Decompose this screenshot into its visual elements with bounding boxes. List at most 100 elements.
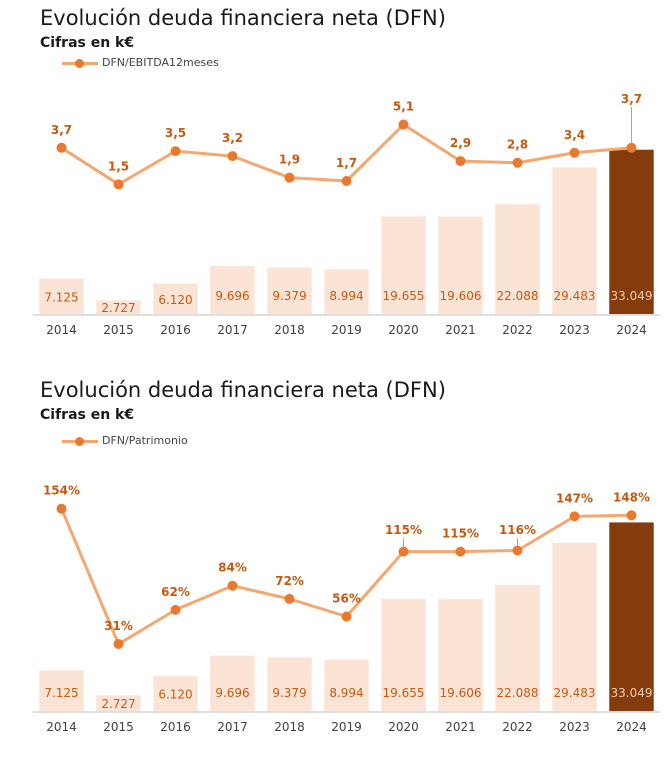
- bar-label-2022: 22.088: [497, 289, 539, 303]
- line-point-2021: [455, 546, 466, 557]
- chart-svg: 7.125 2.727 6.120 9.696 9.379 8.994 19.655 19.6…: [33, 484, 660, 734]
- line-label-2024: 148%: [613, 490, 650, 504]
- x-tick-label-2014: 2014: [46, 720, 77, 734]
- bar-2024: [609, 149, 654, 314]
- x-tick-label-2019: 2019: [331, 720, 362, 734]
- x-tick-label-2017: 2017: [217, 323, 248, 337]
- bar-label-2020: 19.655: [383, 686, 425, 700]
- line-label-2022: 116%: [499, 523, 536, 537]
- x-tick-label-2019: 2019: [331, 323, 362, 337]
- line-point-2018: [284, 172, 295, 183]
- x-tick-label-2015: 2015: [103, 720, 134, 734]
- chart-title: Evolución deuda financiera neta (DFN): [40, 378, 446, 402]
- chart-panel-patrimonio: Evolución deuda financiera neta (DFN) Ci…: [0, 372, 668, 759]
- bar-2019: [324, 269, 369, 314]
- x-tick-label-2018: 2018: [274, 720, 305, 734]
- bar-2022: [495, 204, 540, 314]
- line-label-2017: 84%: [218, 561, 247, 575]
- line-point-2022: [512, 157, 523, 168]
- bar-2021: [438, 216, 483, 314]
- line-label-2020: 5,1: [393, 100, 414, 114]
- x-tick-label-2020: 2020: [388, 323, 419, 337]
- bar-label-2021: 19.606: [440, 686, 482, 700]
- x-tick-label-2024: 2024: [616, 323, 647, 337]
- line-label-2021: 115%: [442, 527, 479, 541]
- line-point-2015: [113, 639, 124, 649]
- bar-label-2016: 6.120: [158, 688, 192, 702]
- bar-label-2017: 9.696: [215, 289, 249, 303]
- chart-subtitle: Cifras en k€: [40, 407, 135, 423]
- line-point-2016: [170, 146, 181, 157]
- line-point-2021: [455, 156, 466, 167]
- legend: DFN/EBITDA12meses: [62, 56, 219, 69]
- x-tick-label-2024: 2024: [616, 720, 647, 734]
- bar-label-2021: 19.606: [440, 289, 482, 303]
- legend-label: DFN/Patrimonio: [102, 434, 188, 447]
- bar-2017: [210, 655, 255, 711]
- bar-2014: [39, 670, 84, 711]
- line-label-2023: 147%: [556, 491, 593, 505]
- line-label-2015: 1,5: [108, 159, 129, 173]
- line-label-2020: 115%: [385, 523, 422, 537]
- legend-line-marker-icon: [62, 57, 98, 69]
- bar-label-2022: 22.088: [497, 686, 539, 700]
- bar-2020: [381, 216, 426, 314]
- bar-label-2015: 2.727: [101, 697, 135, 711]
- line-point-2024: [626, 142, 637, 153]
- line-series-DFN/Patrimonio: [60, 508, 632, 646]
- line-series-DFN/EBITDA12meses: [60, 123, 632, 186]
- x-tick-label-2021: 2021: [445, 323, 476, 337]
- line-point-2020: [398, 119, 409, 130]
- line-label-2017: 3,2: [222, 131, 243, 145]
- line-label-2019: 1,7: [336, 156, 357, 170]
- bar-label-2023: 29.483: [554, 289, 596, 303]
- bar-2016: [153, 283, 198, 314]
- legend-line-marker-icon: [62, 435, 98, 447]
- chart-subtitle: Cifras en k€: [40, 35, 135, 51]
- chart-svg: 7.125 2.727 6.120 9.696 9.379 8.994 19.655 19.6…: [33, 92, 660, 337]
- bar-label-2016: 6.120: [158, 293, 192, 307]
- line-point-2022: [512, 545, 523, 556]
- bar-2017: [210, 265, 255, 314]
- line-label-2022: 2,8: [507, 138, 528, 152]
- line-point-2023: [569, 147, 580, 158]
- bar-2021: [438, 599, 483, 711]
- x-tick-label-2014: 2014: [46, 323, 77, 337]
- bar-label-2014: 7.125: [44, 290, 78, 304]
- line-label-2014: 3,7: [51, 123, 72, 137]
- line-point-2016: [170, 604, 181, 615]
- x-tick-label-2023: 2023: [559, 323, 590, 337]
- bar-2022: [495, 584, 540, 711]
- line-point-2019: [341, 176, 352, 186]
- line-label-2023: 3,4: [564, 128, 585, 142]
- x-tick-label-2015: 2015: [103, 323, 134, 337]
- x-tick-label-2016: 2016: [160, 720, 191, 734]
- chart-panel-ebitda: Evolución deuda financiera neta (DFN) Ci…: [0, 0, 668, 372]
- x-tick-label-2022: 2022: [502, 720, 533, 734]
- line-label-2024: 3,7: [621, 92, 642, 106]
- x-tick-label-2021: 2021: [445, 720, 476, 734]
- line-point-2017: [227, 580, 238, 591]
- chart-title: Evolución deuda financiera neta (DFN): [40, 6, 446, 30]
- bar-label-2019: 8.994: [329, 686, 363, 700]
- line-point-2014: [56, 503, 67, 514]
- x-tick-label-2023: 2023: [559, 720, 590, 734]
- bar-label-2015: 2.727: [101, 301, 135, 315]
- line-label-2014: 154%: [43, 484, 80, 498]
- bar-label-2023: 29.483: [554, 686, 596, 700]
- bar-2015: [96, 300, 141, 314]
- x-tick-label-2022: 2022: [502, 323, 533, 337]
- line-label-2018: 72%: [275, 574, 304, 588]
- bar-label-2024: 33.049: [611, 686, 653, 700]
- bar-label-2020: 19.655: [383, 289, 425, 303]
- x-tick-label-2018: 2018: [274, 323, 305, 337]
- line-label-2021: 2,9: [450, 136, 471, 150]
- legend: DFN/Patrimonio: [62, 434, 188, 447]
- bar-label-2019: 8.994: [329, 289, 363, 303]
- bar-2015: [96, 695, 141, 711]
- legend-label: DFN/EBITDA12meses: [102, 56, 219, 69]
- bar-2018: [267, 267, 312, 314]
- bar-label-2018: 9.379: [272, 289, 306, 303]
- line-point-2015: [113, 179, 124, 190]
- bar-label-2014: 7.125: [44, 686, 78, 700]
